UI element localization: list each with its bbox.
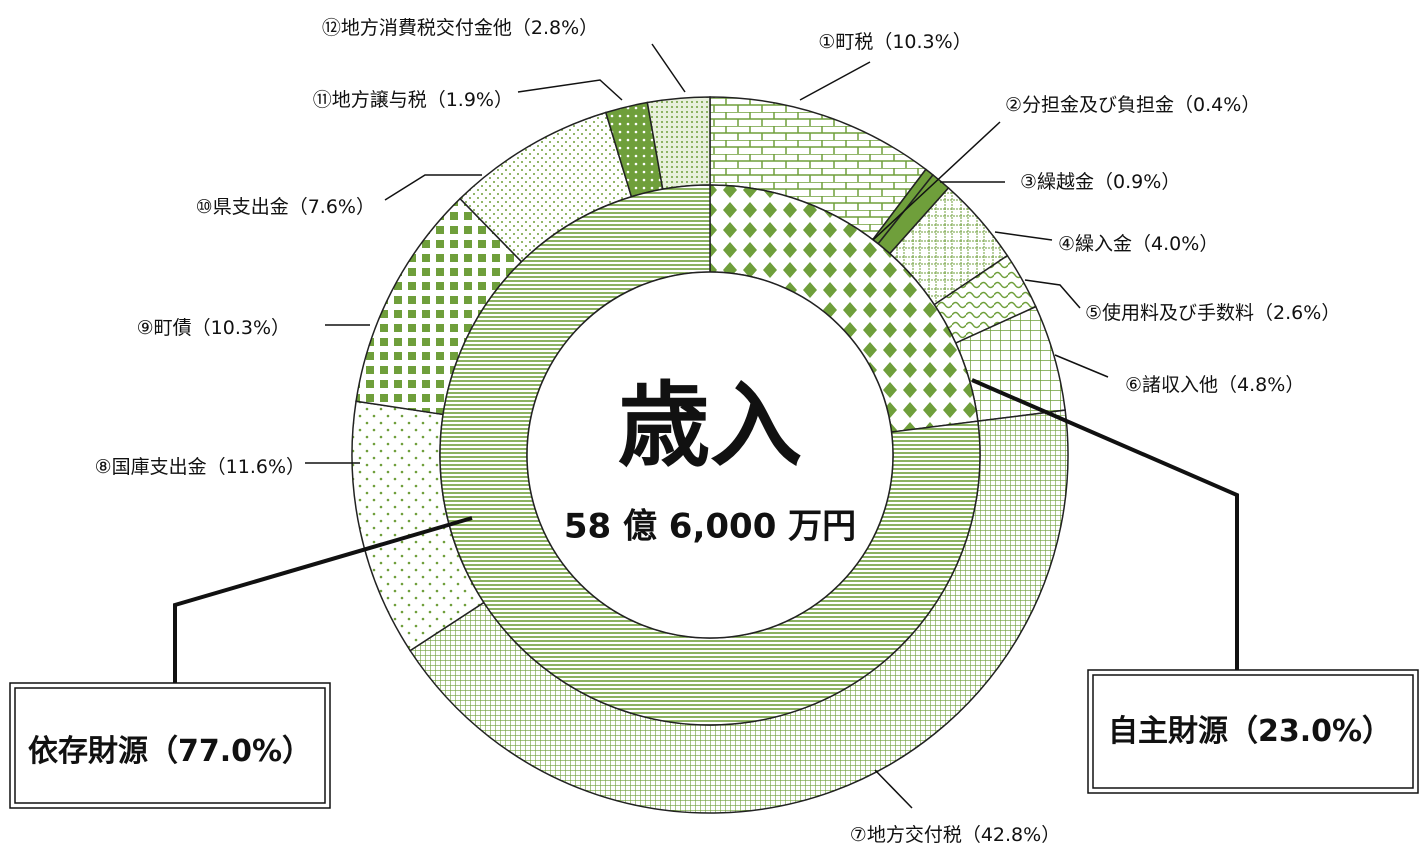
box: [14, 687, 326, 804]
segment-label: ⑥諸収入他（4.8%）: [1125, 374, 1304, 396]
value-label: （7.6%）: [289, 196, 375, 218]
rings: [351, 96, 1069, 814]
segment-label: 依存財源（77.0%）: [28, 734, 312, 769]
segment-label: ⑫地方消費税交付金他（2.8%）: [322, 17, 598, 39]
value-label: （0.9%）: [1094, 171, 1180, 193]
segment-label: ③繰越金（0.9%）: [1020, 171, 1180, 193]
segment-label: ⑨町債（10.3%）: [137, 317, 290, 339]
leader: [384, 174, 482, 201]
category-label: ⑦地方交付税: [850, 824, 962, 846]
value-label: （0.4%）: [1174, 94, 1260, 116]
segment-label: ①町税（10.3%）: [818, 31, 971, 53]
segment-label: ⑤使用料及び手数料（2.6%）: [1085, 302, 1340, 324]
value-label: （23.0%）: [1228, 714, 1392, 749]
leader: [651, 43, 686, 93]
center-label: 歳入: [618, 372, 802, 479]
segment-label: ⑪地方譲与税（1.9%）: [313, 89, 513, 111]
value-label: （1.9%）: [427, 89, 513, 111]
leader: [799, 61, 871, 101]
box: [1087, 669, 1419, 794]
total-label: 58 億 6,000 万円: [564, 507, 856, 547]
value-label: （10.3%）: [873, 31, 971, 53]
leader: [1024, 279, 1081, 309]
category-label: 自主財源: [1108, 714, 1228, 749]
category-label: ⑪地方譲与税: [313, 89, 427, 111]
category-label: ⑤使用料及び手数料: [1085, 302, 1254, 324]
segment-label: 自主財源（23.0%）: [1108, 714, 1392, 749]
leader: [872, 121, 1001, 241]
value-label: （77.0%）: [148, 734, 312, 769]
center-hole: [526, 271, 894, 639]
segment-label: ④繰入金（4.0%）: [1058, 233, 1218, 255]
value-label: （11.6%）: [207, 456, 305, 478]
category-label: ⑧国庫支出金: [95, 456, 207, 478]
category-label: 依存財源: [28, 734, 148, 769]
value-label: （10.3%）: [192, 317, 290, 339]
box: [1092, 674, 1414, 789]
category-label: ⑨町債: [137, 317, 192, 339]
segment-label: ⑩県支出金（7.6%）: [196, 196, 375, 218]
value-label: （2.8%）: [512, 17, 598, 39]
leader: [1054, 354, 1109, 378]
leader: [971, 378, 1239, 670]
leader: [874, 769, 913, 809]
category-label: ②分担金及び負担金: [1005, 94, 1174, 116]
category-label: ③繰越金: [1020, 171, 1094, 193]
value-label: （2.6%）: [1254, 302, 1340, 324]
value-label: （42.8%）: [962, 824, 1060, 846]
leader: [994, 231, 1053, 241]
category-label: ④繰入金: [1058, 233, 1132, 255]
value-label: （4.0%）: [1132, 233, 1218, 255]
category-label: ⑫地方消費税交付金他: [322, 17, 512, 39]
leader: [173, 516, 473, 683]
category-label: ⑩県支出金: [196, 196, 289, 218]
segment-label: ②分担金及び負担金（0.4%）: [1005, 94, 1260, 116]
category-label: ⑥諸収入他: [1125, 374, 1218, 396]
inner-boxes: [9, 378, 1419, 809]
value-label: （4.8%）: [1218, 374, 1304, 396]
leader: [517, 79, 623, 101]
segment-label: ⑧国庫支出金（11.6%）: [95, 456, 305, 478]
box: [9, 682, 331, 809]
segment-label: ⑦地方交付税（42.8%）: [850, 824, 1060, 846]
category-label: ①町税: [818, 31, 873, 53]
